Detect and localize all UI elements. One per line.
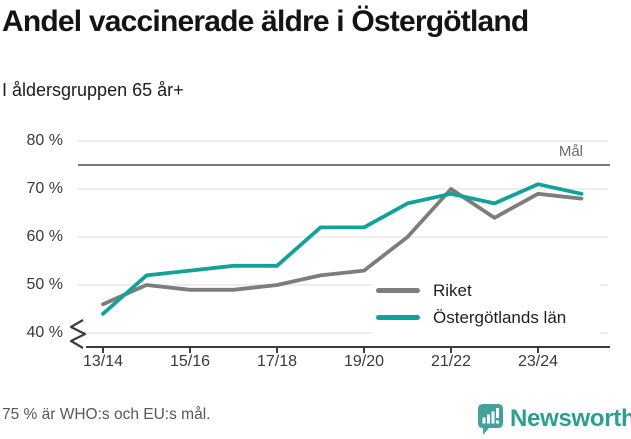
legend-item-ostergotland: Östergötlands län xyxy=(376,304,600,331)
x-axis-tick-label: 23/24 xyxy=(517,353,559,370)
x-axis-tick-label: 21/22 xyxy=(430,353,472,370)
legend-label-riket: Riket xyxy=(433,280,472,300)
newsworthy-wordmark: Newsworthy xyxy=(510,405,631,432)
chart-footnote: 75 % är WHO:s och EU:s mål. xyxy=(2,406,211,423)
ostergotland-line-swatch-icon xyxy=(376,315,420,320)
chart-subtitle: I åldersgruppen 65 år+ xyxy=(2,80,184,100)
newsworthy-branding: Newsworthy xyxy=(476,402,631,437)
newsworthy-logo-icon xyxy=(478,404,503,435)
legend-item-riket: Riket xyxy=(376,277,600,304)
riket-line-swatch-icon xyxy=(376,288,420,293)
x-axis-tick-label: 19/20 xyxy=(343,353,385,370)
chart-legend: Riket Östergötlands län xyxy=(372,275,600,335)
x-axis-tick-label: 13/14 xyxy=(82,353,124,370)
x-axis-tick-label: 15/16 xyxy=(169,353,211,370)
y-axis-break-icon xyxy=(69,319,87,349)
ostergotland-line xyxy=(101,182,584,316)
target-line-label: Mål xyxy=(558,143,583,160)
y-axis-tick-label: 70 % xyxy=(26,180,63,197)
y-axis-tick-label: 60 % xyxy=(26,228,63,245)
y-axis-tick-label: 40 % xyxy=(26,324,63,341)
legend-label-ostergotland: Östergötlands län xyxy=(433,307,567,327)
y-axis-tick-label: 80 % xyxy=(26,132,63,149)
riket-line xyxy=(101,187,584,307)
x-axis-tick-label: 17/18 xyxy=(256,353,298,370)
page-title: Andel vaccinerade äldre i Östergötland xyxy=(2,5,529,38)
y-axis-tick-label: 50 % xyxy=(26,276,63,293)
